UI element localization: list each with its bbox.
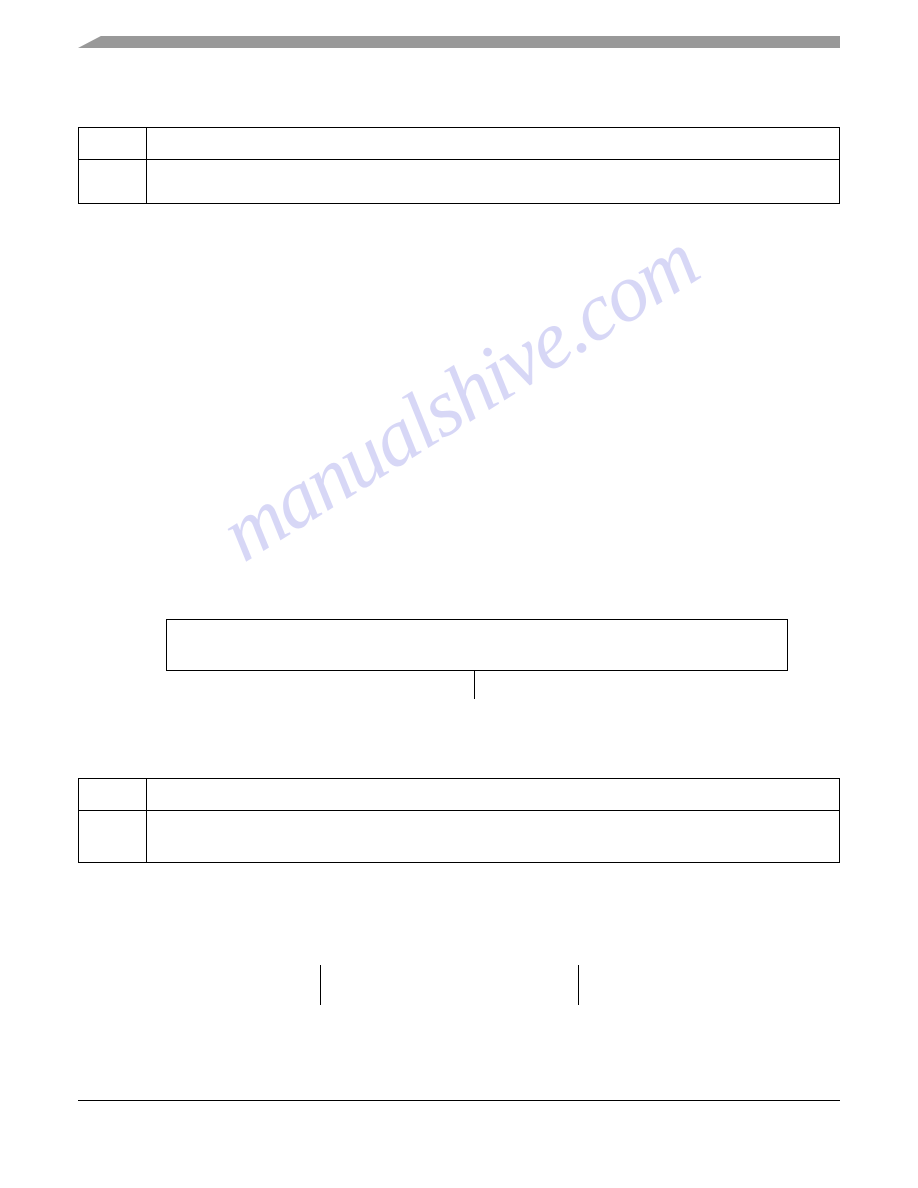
table-cell xyxy=(147,160,840,204)
footer-line xyxy=(78,1100,840,1101)
vertical-line xyxy=(320,965,321,1005)
header-bar xyxy=(78,36,840,48)
table-cell xyxy=(147,128,840,160)
table-cell xyxy=(147,811,840,863)
table-cell xyxy=(79,811,147,863)
vertical-line xyxy=(578,965,579,1005)
table-cell xyxy=(79,779,147,811)
table-cell xyxy=(147,779,840,811)
table-2 xyxy=(78,778,840,863)
connector-line xyxy=(474,671,475,699)
table-1 xyxy=(78,127,840,204)
table-cell xyxy=(79,128,147,160)
table-cell xyxy=(79,160,147,204)
section-box xyxy=(166,619,788,671)
watermark-text: manualshive.com xyxy=(204,214,713,581)
